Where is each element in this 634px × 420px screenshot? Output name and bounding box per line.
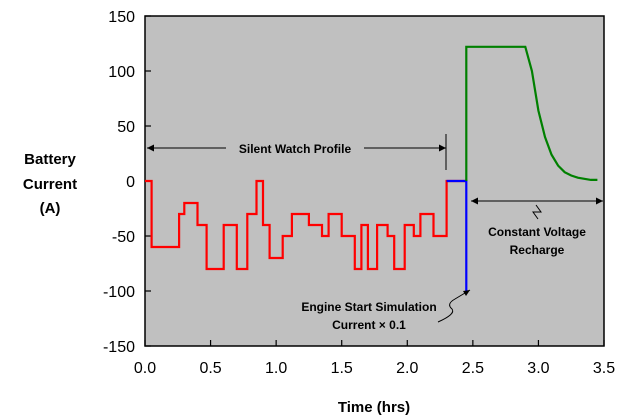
y-tick-label: -150 [103, 339, 135, 356]
annotation-silent-watch: Silent Watch Profile [239, 142, 352, 156]
x-tick-label: 3.0 [527, 360, 549, 377]
arrowhead [471, 197, 478, 205]
y-tick-label: -100 [103, 284, 135, 301]
plot-area [144, 15, 605, 347]
x-axis-label: Time (hrs) [338, 399, 410, 416]
arrowhead [596, 197, 603, 205]
y-tick-label: 0 [126, 174, 135, 191]
x-tick-label: 0.5 [199, 360, 221, 377]
annotation-recharge-line-2: Recharge [510, 243, 565, 257]
y-tick-label: 150 [108, 9, 135, 26]
y-tick-label: 100 [108, 64, 135, 81]
x-tick-label: 3.5 [593, 360, 615, 377]
series-line-2 [465, 45, 598, 181]
arrowhead [147, 144, 154, 152]
x-tick-label: 1.0 [265, 360, 287, 377]
y-axis-label-line-3: (A) [40, 200, 61, 217]
annotation-engine-start-line-1: Engine Start Simulation [301, 300, 436, 314]
series-line-0 [145, 179, 467, 271]
y-tick-label: 50 [117, 119, 135, 136]
annotation-engine-start-line-2: Current × 0.1 [332, 318, 406, 332]
recharge-leader [532, 204, 542, 220]
x-tick-label: 2.5 [462, 360, 484, 377]
x-tick-label: 1.5 [331, 360, 353, 377]
x-tick-label: 2.0 [396, 360, 418, 377]
arrowhead [439, 144, 446, 152]
y-tick-label: -50 [112, 229, 135, 246]
annotation-recharge-line-1: Constant Voltage [488, 225, 586, 239]
y-axis-label-line-1: Battery [24, 151, 76, 168]
y-axis-label-line-2: Current [23, 176, 77, 193]
engine-start-arrowhead [463, 290, 470, 296]
x-tick-label: 0.0 [134, 360, 156, 377]
engine-start-leader [437, 289, 471, 323]
